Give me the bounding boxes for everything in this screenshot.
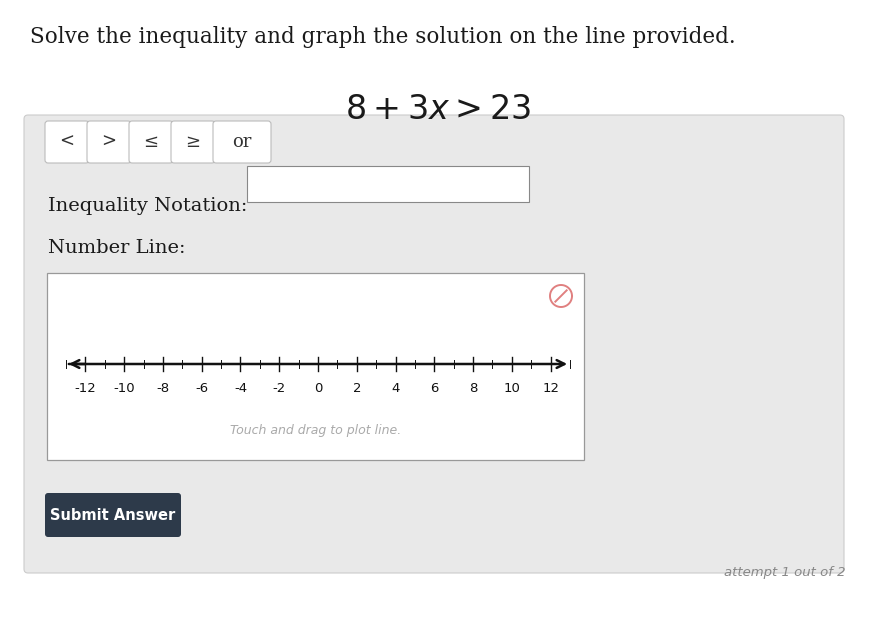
FancyBboxPatch shape — [247, 166, 529, 202]
Text: <: < — [60, 133, 75, 151]
Text: ≤: ≤ — [144, 133, 159, 151]
Text: 2: 2 — [353, 382, 361, 395]
FancyBboxPatch shape — [171, 121, 215, 163]
Text: $8 + 3x > 23$: $8 + 3x > 23$ — [345, 94, 531, 126]
FancyBboxPatch shape — [213, 121, 271, 163]
Text: Inequality Notation:: Inequality Notation: — [48, 197, 247, 215]
Text: -4: -4 — [234, 382, 247, 395]
Text: -2: -2 — [273, 382, 286, 395]
Text: -8: -8 — [156, 382, 169, 395]
Text: attempt 1 out of 2: attempt 1 out of 2 — [724, 566, 845, 579]
Text: or: or — [232, 133, 252, 151]
Text: Number Line:: Number Line: — [48, 239, 186, 257]
Text: 8: 8 — [469, 382, 477, 395]
Text: -12: -12 — [75, 382, 96, 395]
FancyBboxPatch shape — [87, 121, 131, 163]
Text: -10: -10 — [113, 382, 135, 395]
Text: ≥: ≥ — [185, 133, 201, 151]
Text: 6: 6 — [430, 382, 438, 395]
Text: >: > — [102, 133, 117, 151]
FancyBboxPatch shape — [47, 273, 584, 460]
FancyBboxPatch shape — [24, 115, 844, 573]
Text: 4: 4 — [391, 382, 400, 395]
FancyBboxPatch shape — [45, 493, 181, 537]
Text: 12: 12 — [542, 382, 560, 395]
Text: 0: 0 — [314, 382, 322, 395]
Text: 10: 10 — [503, 382, 520, 395]
Text: Touch and drag to plot line.: Touch and drag to plot line. — [230, 424, 401, 437]
Text: -6: -6 — [195, 382, 208, 395]
Text: Solve the inequality and graph the solution on the line provided.: Solve the inequality and graph the solut… — [30, 26, 736, 48]
FancyBboxPatch shape — [129, 121, 173, 163]
Text: Submit Answer: Submit Answer — [50, 507, 175, 522]
FancyBboxPatch shape — [45, 121, 89, 163]
